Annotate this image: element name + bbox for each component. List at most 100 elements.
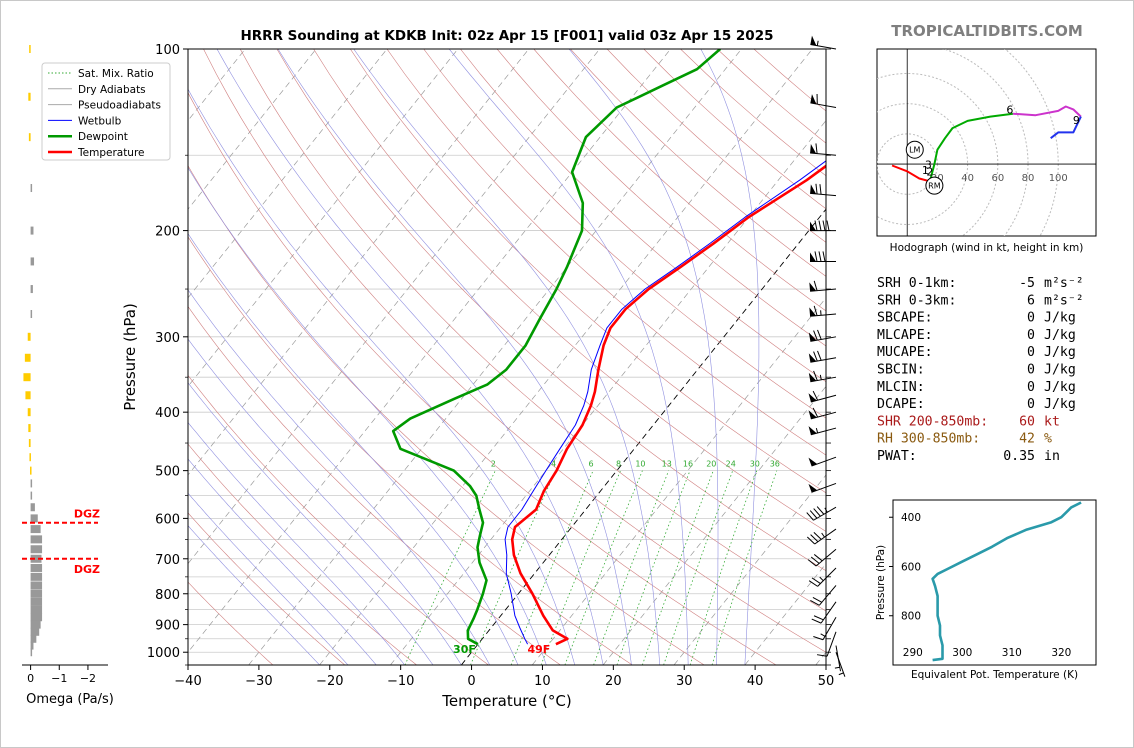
stats-value: 0 xyxy=(1027,380,1035,395)
barb-half xyxy=(819,576,824,582)
mixing-ratio-label: 24 xyxy=(726,460,736,469)
stats-row: MLCIN: 0 J/kg xyxy=(877,380,1076,395)
wind-barb xyxy=(810,585,837,606)
dry-adiabat xyxy=(460,49,826,383)
brand-watermark: TROPICALTIDBITS.COM xyxy=(891,22,1083,40)
isotherm-line xyxy=(602,385,826,665)
stats-value: 6 xyxy=(1027,293,1035,308)
y-axis-label: Pressure (hPa) xyxy=(121,303,139,411)
y-tick-label: 400 xyxy=(155,406,180,421)
barb-full xyxy=(806,536,816,545)
barb-staff xyxy=(835,652,846,677)
legend-entry: Wetbulb xyxy=(78,115,122,127)
y-tick-label: 700 xyxy=(155,553,180,568)
barb-full xyxy=(818,251,822,262)
dry-adiabat xyxy=(188,91,777,665)
barb-staff xyxy=(822,616,837,641)
stats-value: 0 xyxy=(1027,328,1035,343)
dry-adiabat xyxy=(276,49,826,572)
stats-unit: kt xyxy=(1044,414,1060,429)
x-axis-label: Temperature (°C) xyxy=(441,692,571,710)
mixing-ratio-line xyxy=(642,470,714,665)
hodograph-trace xyxy=(891,164,931,183)
stats-row: SHR 200-850mb: 60 kt xyxy=(877,414,1060,429)
barb-flag xyxy=(810,221,816,231)
dry-adiabat xyxy=(496,49,826,347)
dry-adiabat xyxy=(239,49,826,612)
mixing-ratio-label: 36 xyxy=(770,460,780,469)
omega-bar xyxy=(30,627,40,636)
theta-e-x-tick-label: 310 xyxy=(1002,647,1022,659)
barb-full xyxy=(817,329,822,340)
dry-adiabat xyxy=(188,236,633,665)
hodograph-ring-label: 100 xyxy=(1049,173,1068,184)
omega-bar xyxy=(30,648,33,657)
mixing-ratio-line xyxy=(593,470,670,665)
mixing-ratio-line xyxy=(663,470,734,665)
moist-adiabat xyxy=(188,167,547,665)
omega-bar xyxy=(30,466,32,475)
barb-flag xyxy=(810,35,817,46)
wind-barb xyxy=(810,93,837,108)
stats-value: 60 xyxy=(1019,414,1035,429)
wind-barb xyxy=(813,616,837,641)
barb-full xyxy=(813,370,818,381)
mixing-ratio-label: 10 xyxy=(635,460,645,469)
barb-staff xyxy=(811,482,837,493)
omega-panel: 0 −1 −2 Omega (Pa/s) DGZ DGZ xyxy=(22,45,114,707)
storm-motion-marker xyxy=(905,140,924,159)
y-tick-label: 300 xyxy=(155,331,180,346)
barb-full xyxy=(813,636,824,641)
moist-adiabat xyxy=(188,458,377,665)
barb-full xyxy=(810,556,820,564)
hodograph-height-label: 9 xyxy=(1073,114,1080,127)
theta-e-panel: 290 300 310 320 400 600 800 Equivalent Pot. Tem… xyxy=(875,499,1097,681)
moist-adiabat xyxy=(448,49,689,665)
wind-barb xyxy=(810,183,837,197)
moist-adiabat xyxy=(188,88,576,665)
omega-bar xyxy=(30,613,43,622)
series-dewpoint xyxy=(391,49,722,646)
moist-adiabat xyxy=(277,49,632,665)
isotherm-line xyxy=(319,49,813,665)
stats-label: SBCAPE: xyxy=(877,311,933,326)
barb-staff xyxy=(810,394,837,403)
dry-adiabat xyxy=(188,443,417,665)
x-tick-label: 10 xyxy=(534,674,551,689)
barb-full xyxy=(813,615,824,621)
moist-adiabat xyxy=(188,382,434,665)
x-tick-label: −10 xyxy=(387,674,414,689)
x-tick-label: 50 xyxy=(818,674,835,689)
barb-staff xyxy=(810,192,837,197)
wind-barb xyxy=(808,567,837,587)
stats-row: PWAT: 0.35 in xyxy=(877,449,1060,464)
x-tick-label: 30 xyxy=(676,674,693,689)
hodograph-trace xyxy=(1050,116,1082,139)
omega-bar xyxy=(27,408,31,417)
wind-barb xyxy=(808,390,837,403)
barb-half xyxy=(838,672,844,676)
barb-full xyxy=(811,577,821,584)
stats-label: PWAT: xyxy=(877,449,917,464)
barb-full xyxy=(812,390,819,401)
stats-unit: J/kg xyxy=(1044,380,1076,395)
isotherm-line xyxy=(248,49,742,665)
hodograph-height-label: 2 xyxy=(926,166,933,179)
stats-row: MUCAPE: 0 J/kg xyxy=(877,345,1076,360)
wind-barb xyxy=(806,528,837,545)
barb-flag xyxy=(810,252,816,262)
barb-half xyxy=(820,633,826,637)
stats-label: SHR 200-850mb: xyxy=(877,414,988,429)
barb-full xyxy=(810,600,820,606)
x-tick-label: −40 xyxy=(174,674,201,689)
mixing-ratio-line xyxy=(470,470,557,665)
omega-bar xyxy=(30,554,42,563)
surface-label: 30F xyxy=(453,643,476,656)
barb-full xyxy=(813,554,823,562)
barb-full xyxy=(816,506,825,515)
hodograph-height-label: 6 xyxy=(1006,104,1013,117)
legend-entry: Pseudoadiabats xyxy=(78,100,161,112)
y-tick-label: 600 xyxy=(155,512,180,527)
barb-half xyxy=(815,428,819,434)
barb-staff xyxy=(817,567,837,587)
